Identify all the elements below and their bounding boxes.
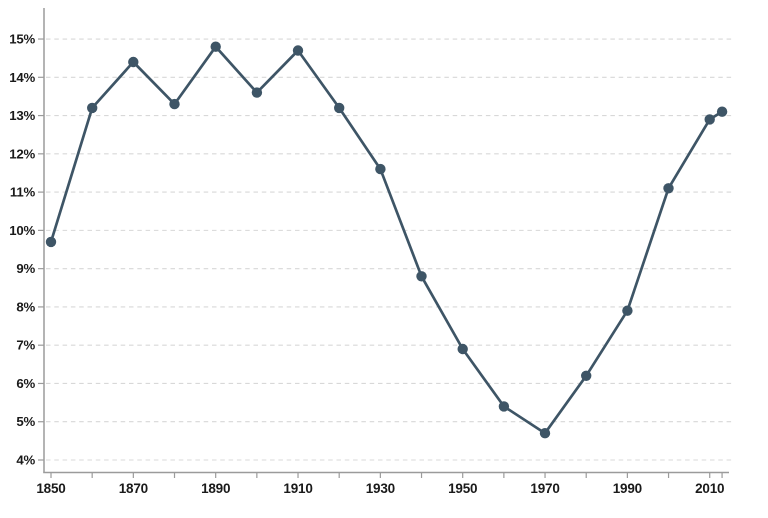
x-tick-label: 1890 bbox=[201, 481, 230, 496]
y-tick-label: 6% bbox=[16, 376, 35, 391]
data-point bbox=[251, 87, 263, 98]
data-point bbox=[334, 102, 345, 114]
y-tick-label: 13% bbox=[9, 108, 35, 123]
y-tick-label: 8% bbox=[16, 299, 35, 314]
axes bbox=[43, 8, 729, 474]
x-axis-labels: 1850 1870 1890 1910 1930 1950 1970 1990 2010 bbox=[36, 481, 724, 496]
data-point bbox=[457, 343, 468, 355]
y-tick-label: 10% bbox=[9, 223, 35, 238]
y-tick-label: 9% bbox=[16, 261, 35, 276]
data-point bbox=[416, 271, 427, 282]
y-tick-label: 12% bbox=[9, 146, 35, 161]
data-point bbox=[498, 401, 510, 412]
y-tick-label: 5% bbox=[16, 414, 35, 429]
series-line bbox=[49, 45, 724, 435]
y-tick-label: 14% bbox=[9, 70, 35, 85]
data-points bbox=[45, 41, 728, 439]
data-point bbox=[45, 236, 57, 248]
data-point bbox=[539, 428, 551, 439]
y-tick-label: 4% bbox=[16, 453, 35, 468]
data-point bbox=[622, 305, 633, 316]
data-point bbox=[169, 98, 180, 110]
tick-marks bbox=[38, 38, 723, 478]
x-tick-label: 1930 bbox=[366, 481, 395, 496]
data-point bbox=[128, 56, 139, 68]
x-tick-label: 1950 bbox=[448, 481, 477, 496]
data-point bbox=[375, 163, 386, 175]
data-point bbox=[716, 106, 728, 117]
data-point bbox=[704, 114, 715, 125]
x-tick-label: 2010 bbox=[695, 481, 724, 496]
gridlines bbox=[46, 38, 733, 461]
y-tick-label: 15% bbox=[9, 32, 35, 47]
y-tick-label: 7% bbox=[16, 338, 35, 353]
y-axis-labels: 4% 5% 6% 7% 8% 9% 10% 11% 12% 13% 14% 15% bbox=[9, 32, 35, 468]
x-tick-label: 1970 bbox=[530, 481, 559, 496]
data-point bbox=[210, 41, 221, 52]
x-tick-label: 1850 bbox=[36, 481, 65, 496]
x-tick-label: 1910 bbox=[283, 481, 312, 496]
x-tick-label: 1870 bbox=[119, 481, 148, 496]
y-tick-label: 11% bbox=[10, 185, 36, 200]
data-point bbox=[292, 45, 304, 56]
x-tick-label: 1990 bbox=[613, 481, 642, 496]
data-point bbox=[663, 183, 674, 194]
data-point bbox=[581, 370, 592, 381]
data-line bbox=[49, 45, 724, 435]
data-point bbox=[87, 102, 98, 114]
